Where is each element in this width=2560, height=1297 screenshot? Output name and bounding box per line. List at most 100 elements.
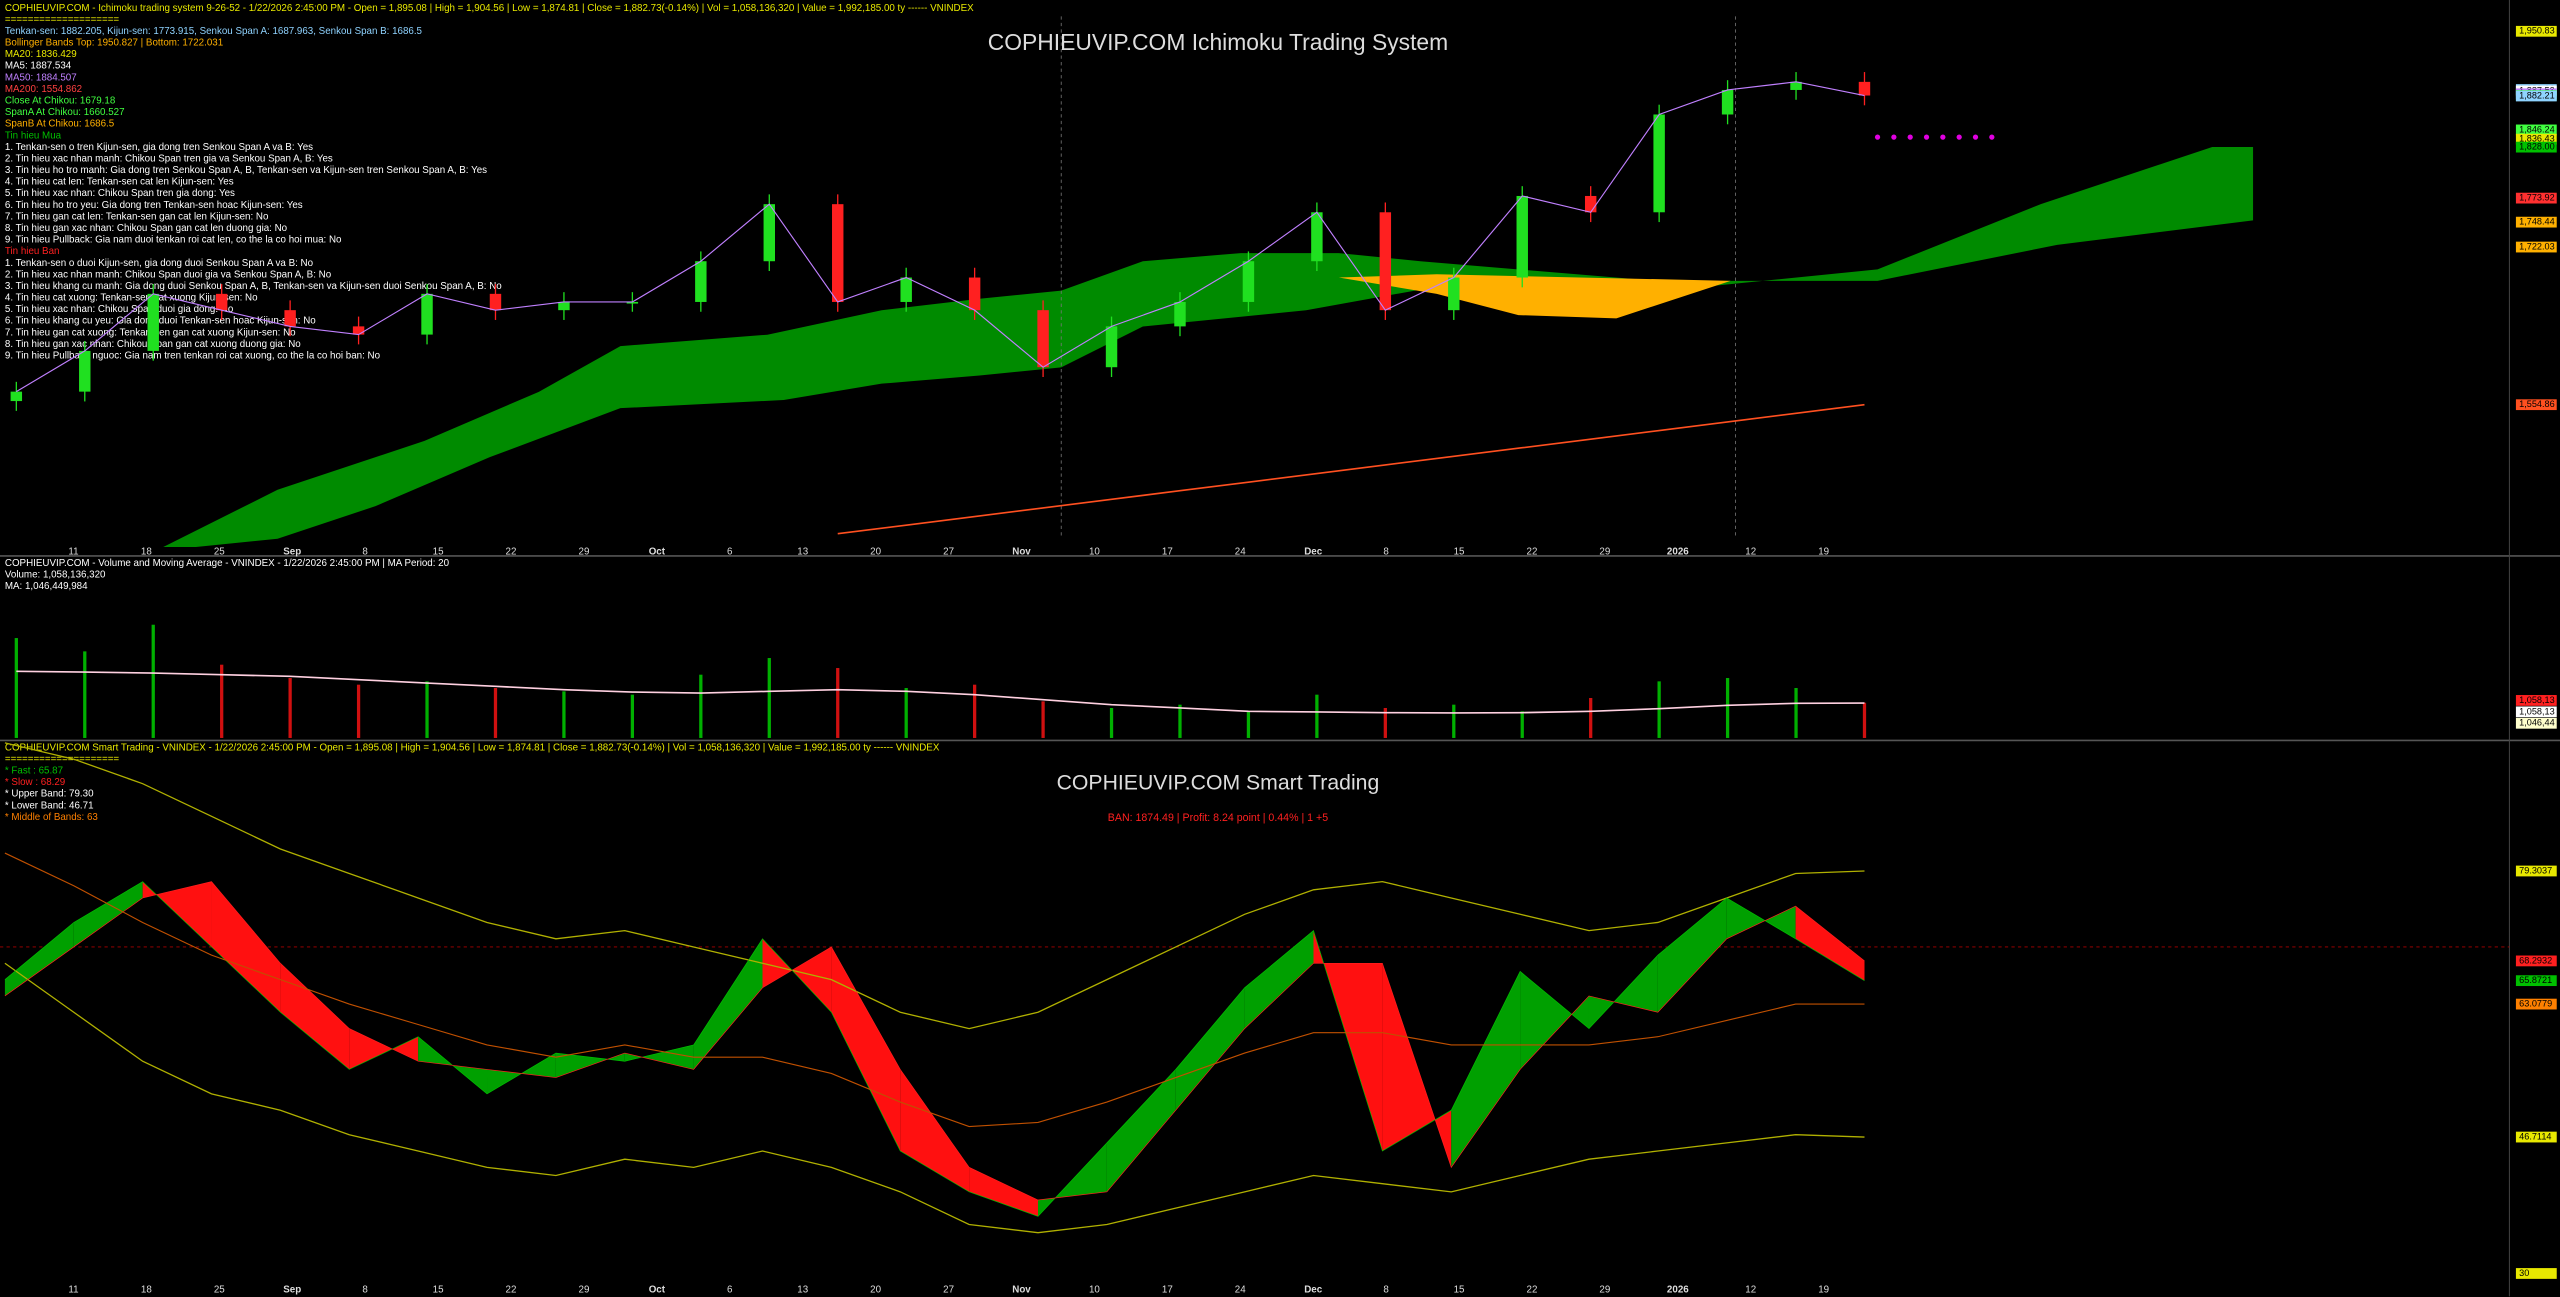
candle	[1448, 277, 1460, 311]
volume-bar	[151, 624, 155, 738]
legend-line: Tenkan-sen: 1882.205, Kijun-sen: 1773.91…	[5, 26, 423, 37]
legend-line: ====================	[5, 14, 120, 25]
legend-line: 4. Tin hieu cat xuong: Tenkan-sen cat xu…	[5, 293, 258, 304]
x-tick-label: 22	[506, 546, 517, 557]
legend-line: Bollinger Bands Top: 1950.827 | Bottom: …	[5, 38, 223, 49]
x-tick-label: 25	[214, 546, 225, 557]
kumo-cloud	[163, 146, 2254, 547]
x-tick-label: 8	[362, 546, 368, 557]
x-tick-label: 13	[797, 546, 808, 557]
legend-line: 1. Tenkan-sen o tren Kijun-sen, gia dong…	[5, 142, 313, 153]
volume-bar	[562, 691, 566, 738]
volume-bar	[1315, 694, 1319, 738]
lower-line	[4, 962, 1865, 1234]
x-tick-label: 8	[1383, 546, 1389, 557]
candle	[1721, 89, 1734, 115]
trend-band	[4, 922, 74, 996]
candle	[968, 277, 981, 311]
volume-bar	[493, 688, 498, 738]
price-tag	[2515, 124, 2557, 136]
pane-title: COPHIEUVIP.COM Ichimoku Trading System	[988, 29, 1448, 55]
osc-tag-label: 63.0779	[2519, 999, 2552, 1009]
volume-bar	[356, 684, 361, 738]
x-tick-label: 18	[141, 546, 152, 557]
legend-line: MA200: 1554.862	[5, 84, 82, 95]
osc-tag	[2515, 1268, 2557, 1279]
legend-line: 6. Tin hieu khang cu yeu: Gia dong duoi …	[5, 316, 316, 327]
trend-band	[831, 946, 901, 1152]
volume-bar	[14, 638, 18, 738]
volume-bar	[767, 658, 771, 738]
candle	[626, 301, 639, 304]
osc-tag	[2515, 955, 2557, 967]
price-tag-label: 1,554.86	[2519, 399, 2555, 409]
candle	[900, 277, 912, 302]
legend-line: 3. Tin hieu khang cu manh: Gia dong duoi…	[5, 281, 502, 292]
volume-bar	[425, 681, 429, 738]
price-tag	[2515, 399, 2557, 411]
legend-line: 5. Tin hieu xac nhan: Chikou Span duoi g…	[5, 304, 234, 315]
x-tick-label: Oct	[649, 1284, 666, 1295]
volume-bar	[904, 688, 908, 738]
candle	[1174, 301, 1186, 327]
legend-line: MA50: 1884.507	[5, 72, 77, 83]
price-tag	[2515, 90, 2557, 102]
osc-tag	[2515, 865, 2557, 877]
x-tick-label: 8	[1383, 1284, 1389, 1295]
legend-line: * Fast : 65.87	[5, 766, 63, 777]
osc-tag	[2515, 975, 2557, 987]
volume-bar	[1862, 702, 1867, 738]
price-tag-label: 1,748.44	[2519, 217, 2555, 227]
legend-line: 4. Tin hieu cat len: Tenkan-sen cat len …	[5, 177, 234, 188]
x-tick-label: Oct	[649, 546, 666, 557]
price-tag-label: 1,836.43	[2519, 134, 2555, 144]
volume-bar	[1725, 678, 1730, 738]
volume-ma	[16, 670, 1865, 714]
legend-line: SpanB At Chikou: 1686.5	[5, 119, 115, 130]
trend-band	[211, 881, 281, 1013]
x-tick-label: 20	[870, 1284, 881, 1295]
legend-line: * Middle of Bands: 63	[5, 812, 99, 823]
x-tick-label: 12	[1745, 1284, 1756, 1295]
legend-line: MA: 1,046,449,984	[5, 581, 88, 592]
slow-line	[4, 881, 1865, 1201]
x-tick-label: 19	[1818, 546, 1829, 557]
future-dots	[1874, 134, 1995, 140]
price-tag	[2515, 216, 2557, 228]
price-tag	[2515, 25, 2557, 37]
trend-band	[693, 938, 763, 1070]
volume-bar	[1383, 707, 1387, 738]
trend-band	[624, 1044, 694, 1070]
volume-bar	[220, 664, 224, 738]
x-tick-label: 29	[1599, 546, 1610, 557]
volume-bar	[1520, 711, 1524, 738]
legend-line: Tin hieu Ban	[5, 246, 60, 257]
volume-bar	[1041, 701, 1045, 738]
volume-bar	[630, 694, 635, 738]
trend-band	[349, 1028, 419, 1070]
x-tick-label: Sep	[283, 546, 301, 557]
legend-line: MA20: 1836.429	[5, 49, 77, 60]
trend-band	[1451, 971, 1521, 1168]
candle	[10, 391, 23, 402]
candle	[832, 204, 844, 302]
candle	[1379, 212, 1392, 311]
legend-line: * Slow : 68.29	[5, 777, 65, 788]
legend-line: COPHIEUVIP.COM - Ichimoku trading system…	[5, 3, 974, 14]
legend-line: COPHIEUVIP.COM - Volume and Moving Avera…	[5, 558, 450, 569]
x-tick-label: 10	[1089, 546, 1100, 557]
x-tick-label: Sep	[283, 1284, 301, 1295]
x-tick-label: 18	[141, 1284, 152, 1295]
osc-tag-label: 30	[2519, 1268, 2529, 1278]
candle	[1105, 326, 1118, 368]
trade-status: BAN: 1874.49 | Profit: 8.24 point | 0.44…	[1108, 812, 1328, 824]
osc-tag-label: 65.8721	[2519, 975, 2552, 985]
volume-tag	[2515, 717, 2557, 729]
x-tick-label: 15	[1454, 546, 1465, 557]
candle	[1584, 195, 1597, 213]
volume-tag	[2515, 706, 2557, 718]
volume-bar	[836, 668, 840, 738]
trend-band	[1106, 1069, 1176, 1192]
x-tick-label: 17	[1162, 546, 1173, 557]
